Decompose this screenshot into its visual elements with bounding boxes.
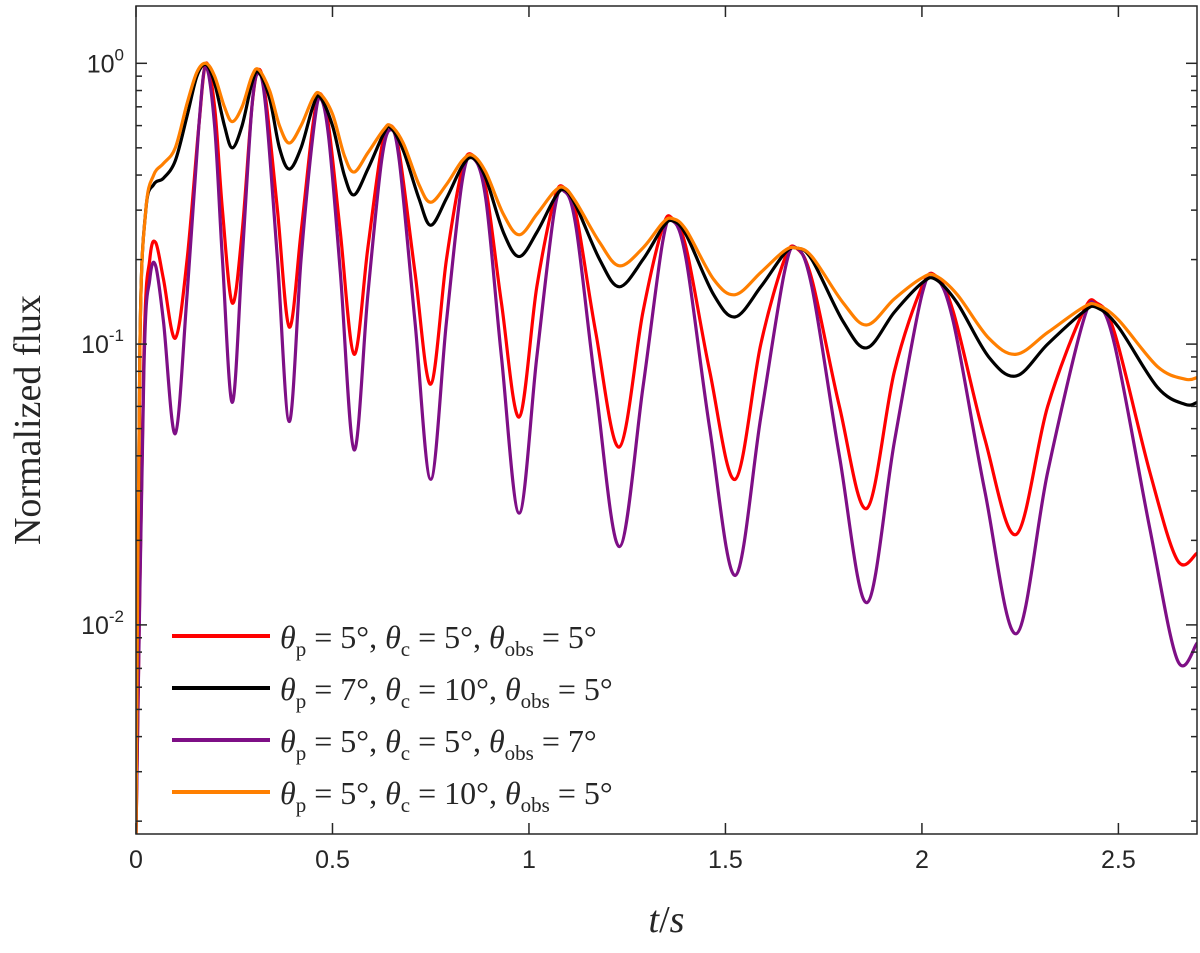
legend-label-2: θp = 7°, θc = 10°, θobs = 5° <box>280 671 613 713</box>
series-line-2 <box>136 62 1197 834</box>
y-axis-label: Normalized flux <box>7 295 49 545</box>
plot-frame <box>135 5 1198 835</box>
x-tick-label: 1.5 <box>708 846 743 874</box>
legend-label-4: θp = 5°, θc = 10°, θobs = 5° <box>280 775 613 817</box>
y-tick-label: 10-2 <box>81 607 124 640</box>
x-tick-label: 0.5 <box>315 846 350 874</box>
x-axis-label: t/s <box>649 899 685 941</box>
series-layer <box>136 61 1197 834</box>
series-line-4 <box>136 61 1197 834</box>
y-tick-labels: 10-2 10-1 100 <box>81 45 124 640</box>
x-tick-label: 2 <box>915 846 929 874</box>
legend: θp = 5°, θc = 5°, θobs = 5° θp = 7°, θc =… <box>172 619 613 817</box>
ticks-layer <box>135 6 1197 834</box>
x-tick-labels: 0 0.5 1 1.5 2 2.5 <box>129 846 1136 874</box>
legend-label-1: θp = 5°, θc = 5°, θobs = 5° <box>280 619 597 661</box>
series-line-3 <box>136 65 1197 834</box>
legend-label-3: θp = 5°, θc = 5°, θobs = 7° <box>280 723 597 765</box>
y-tick-label: 10-1 <box>81 326 124 359</box>
series-line-1 <box>136 61 1197 834</box>
x-tick-label: 1 <box>522 846 536 874</box>
x-tick-label: 0 <box>129 846 143 874</box>
y-tick-label: 100 <box>87 45 124 78</box>
x-tick-label: 2.5 <box>1101 846 1136 874</box>
